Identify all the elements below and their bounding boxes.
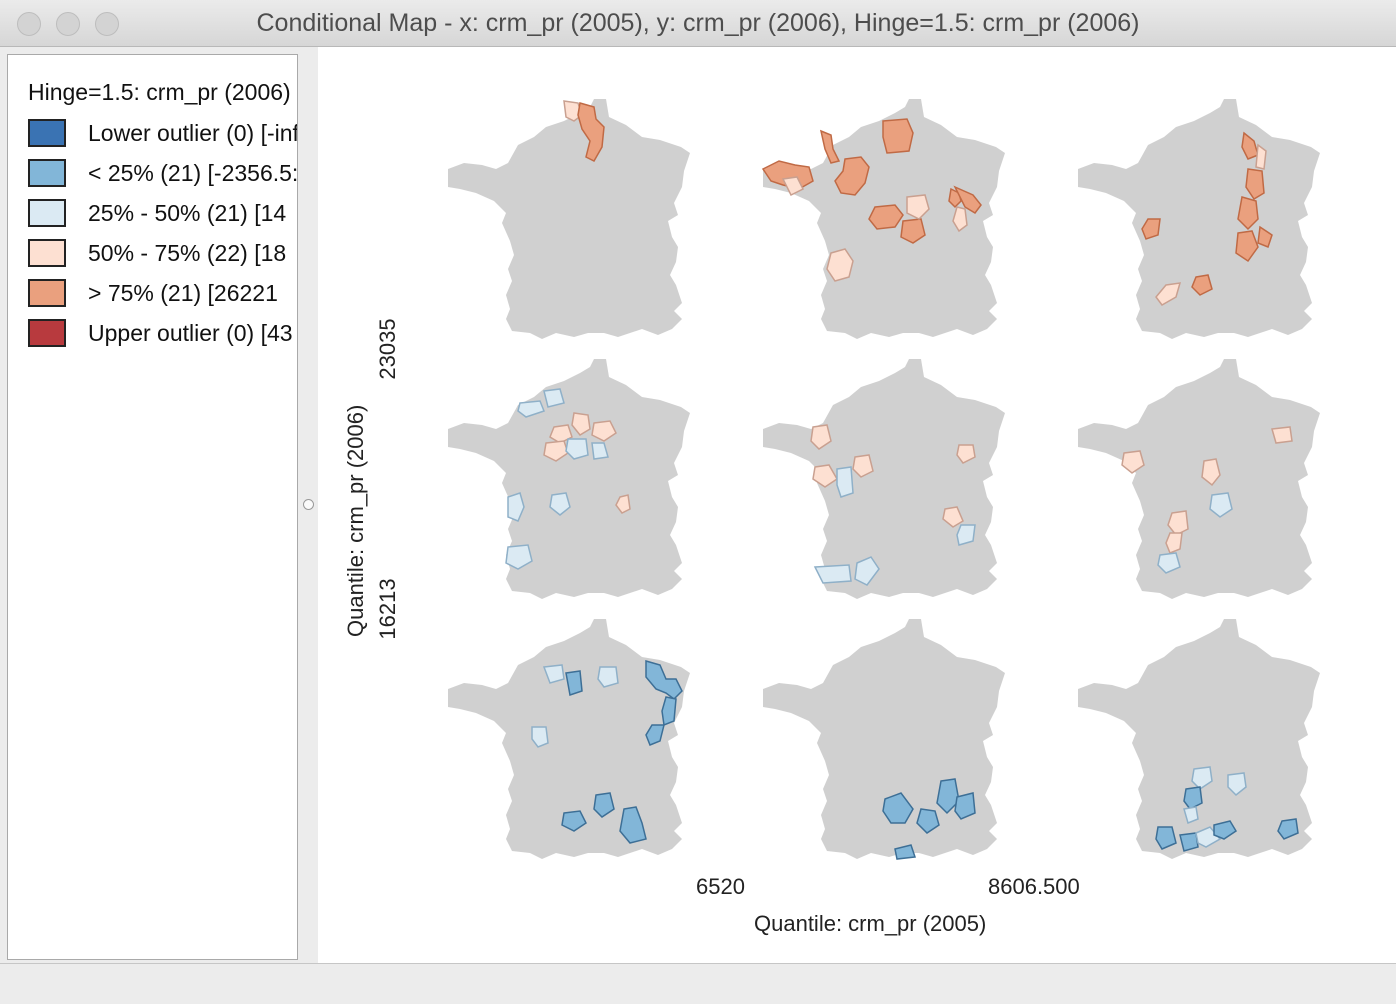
y-axis-title: Quantile: crm_pr (2006) [343,404,368,637]
map-cell-r1-c3 [1078,99,1320,339]
legend-swatch [28,319,66,347]
map-cell-r3-c3 [1078,619,1320,859]
zoom-window-button[interactable] [95,12,119,36]
map-grid [448,99,1320,860]
y-axis-break-2: 16213 [375,578,400,640]
window-title: Conditional Map - x: crm_pr (2005), y: c… [256,9,1140,37]
minimize-window-button[interactable] [56,12,80,36]
legend-label: Upper outlier (0) [43 [88,320,293,346]
legend-label: Lower outlier (0) [-inf: [88,120,298,146]
legend-swatch [28,239,66,267]
legend-swatch [28,199,66,227]
legend-swatch [28,159,66,187]
legend-label: 50% - 75% (22) [18 [88,240,287,266]
legend-swatch [28,119,66,147]
map-cell-r2-c3 [1078,359,1320,599]
close-window-button[interactable] [17,12,41,36]
y-axis-break-1: 23035 [375,318,400,380]
map-cell-r3-c1 [448,619,690,859]
map-cell-r1-c1 [448,99,690,339]
legend-title: Hinge=1.5: crm_pr (2006) [28,79,291,105]
map-cell-r3-c2 [763,619,1005,860]
legend-swatch [28,279,66,307]
x-axis-title: Quantile: crm_pr (2005) [754,911,987,936]
conditional-map-canvas[interactable]: 6520 8606.500 Quantile: crm_pr (2005) Qu… [318,47,1396,963]
splitter-handle[interactable] [303,499,314,510]
map-cell-r1-c2 [761,99,1005,339]
status-bar [0,963,1396,1004]
title-bar: Conditional Map - x: crm_pr (2005), y: c… [0,0,1396,47]
legend-label: 25% - 50% (21) [14 [88,200,287,226]
map-cell-r2-c1 [448,359,690,599]
legend-label: < 25% (21) [-2356.5: [88,160,298,186]
map-cell-r2-c2 [763,359,1005,599]
x-axis-break-1: 6520 [696,874,745,899]
x-axis-break-2: 8606.500 [988,874,1080,899]
legend-label: > 75% (21) [26221 [88,280,278,306]
legend-pane[interactable]: Hinge=1.5: crm_pr (2006) Lower outlier (… [7,54,298,960]
